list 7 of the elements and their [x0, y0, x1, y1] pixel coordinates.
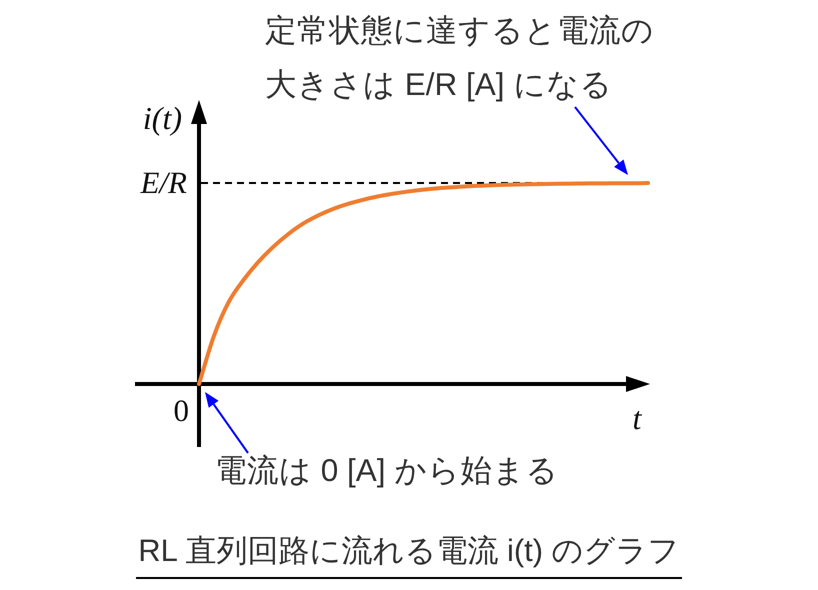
x-axis-title: t: [632, 399, 643, 438]
text: 電流は 0 [A] から始まる: [215, 451, 558, 490]
ref-line-label: E/R: [139, 164, 187, 202]
annotation: 定常状態に達すると電流の大きさは E/R [A] になる: [265, 11, 655, 104]
text: RL 直列回路に流れる電流 i(t) のグラフ: [136, 531, 682, 579]
text: 0: [172, 392, 189, 430]
y-axis-title: i(t): [142, 99, 182, 138]
